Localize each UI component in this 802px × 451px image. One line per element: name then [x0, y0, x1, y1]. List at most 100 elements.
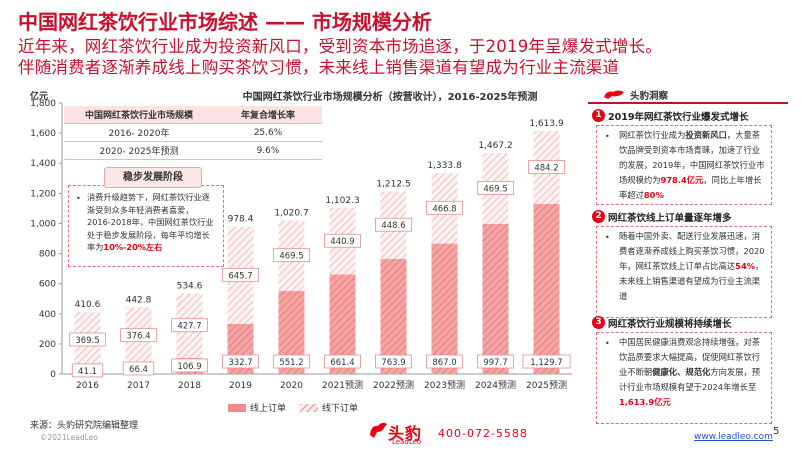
- x-tick-label: 2019: [229, 381, 252, 391]
- bullet-icon: •: [76, 194, 81, 203]
- offline-value-label: 369.5: [75, 336, 99, 346]
- online-value-label-box: [222, 354, 259, 369]
- growth-table-row: 2016- 2020年 25.6%: [64, 124, 322, 142]
- brand-name-en: LeadLeo: [392, 438, 422, 446]
- online-value-label-box: [426, 354, 463, 369]
- legend-swatch-online: [228, 403, 246, 412]
- x-tick-label: 2016: [76, 381, 99, 391]
- offline-value-label: 376.4: [126, 332, 150, 342]
- legend-label-online: 线上订单: [250, 404, 287, 414]
- x-tick-label: 2021预测: [322, 380, 363, 391]
- growth-rate: 9.6%: [256, 145, 280, 156]
- section-text: 网红茶饮行业成为: [619, 130, 686, 140]
- chart-legend: 线上订单 线下订单: [228, 401, 358, 414]
- section-number: 1: [592, 109, 605, 122]
- bullet-icon: •: [605, 233, 610, 242]
- offline-value-label: 484.2: [534, 163, 558, 173]
- growth-table-row: 2020- 2025年预测 9.6%: [64, 142, 322, 160]
- y-tick-label: 1,600: [30, 129, 56, 139]
- total-value-label: 442.8: [126, 295, 152, 305]
- online-value-label-box: [122, 361, 155, 376]
- growth-table-header-1: 中国网红茶饮行业市场规模: [84, 111, 193, 121]
- online-value-label-box: [71, 363, 104, 378]
- offline-value-label: 440.9: [330, 237, 354, 247]
- offline-value-label-box: [324, 233, 361, 248]
- section-text: 方向发展，预计行业市场规模有望于2024年增长至: [619, 367, 761, 392]
- source-note: 来源：头豹研究院编辑整理: [30, 421, 139, 431]
- x-tick-label: 2023预测: [424, 380, 465, 391]
- online-value-label: 763.9: [381, 358, 405, 368]
- offline-value-label-box: [120, 328, 157, 343]
- page-title: 中国网红茶饮行业市场综述 —— 市场规模分析: [18, 10, 432, 34]
- offline-value-label: 427.7: [177, 322, 201, 332]
- online-value-label-box: [273, 354, 310, 369]
- offline-value-label: 469.5: [483, 184, 507, 194]
- total-value-label: 534.6: [177, 282, 203, 292]
- offline-value-label-box: [222, 267, 259, 282]
- stage-highlight: 10%-20%左右: [103, 242, 163, 252]
- offline-value-label-box: [375, 217, 412, 232]
- brand-logo-icon: [370, 422, 387, 438]
- total-value-label: 1,613.9: [529, 119, 564, 129]
- section-body: • 随着中国外卖、配送行业发展迅速，消费者逐渐养成线上购买茶饮习惯，2020年，…: [596, 226, 772, 318]
- leopard-logo-icon: [604, 90, 624, 99]
- section-body: • 网红茶饮行业成为投资新风口，大量茶饮品牌受到资本市场青睐，加速了行业的发展，…: [596, 125, 772, 205]
- offline-value-label-box: [273, 248, 310, 263]
- stage-text: 消费升级趋势下，网红茶饮行业逐渐受到众多年轻消费者喜爱，2016-2018年，中…: [87, 192, 214, 252]
- copyright: ©2021LeadLeo: [40, 433, 98, 442]
- bullet-icon: •: [605, 339, 610, 348]
- total-value-label: 1,333.8: [427, 161, 462, 171]
- section-text: 中国居民健康消费观念持续增强，对茶饮品质要求大幅提高，促使网红茶饮行业不断朝: [619, 337, 761, 377]
- section-title: 2019年网红茶饮行业爆发式增长: [608, 112, 749, 123]
- growth-period: 2020- 2025年预测: [99, 147, 179, 157]
- y-tick-label: 1,400: [30, 159, 56, 169]
- online-value-label-box: [171, 358, 208, 373]
- online-value-label: 997.7: [483, 358, 507, 368]
- section-body: • 中国居民健康消费观念持续增强，对茶饮品质要求大幅提高，促使网红茶饮行业不断朝…: [596, 332, 772, 424]
- page-number: 5: [773, 426, 780, 437]
- total-value-label: 1,020.7: [274, 208, 308, 218]
- section-number: 3: [592, 316, 605, 329]
- online-value-label: 661.4: [330, 358, 354, 368]
- offline-value-label-box: [171, 318, 208, 333]
- offline-value-label-box: [528, 160, 565, 174]
- section-highlight: 80%: [643, 190, 664, 200]
- section-text: ，未来线上销售渠道有望成为行业主流渠道: [619, 261, 764, 301]
- x-tick-label: 2022预测: [373, 380, 414, 391]
- online-value-label: 106.9: [177, 362, 201, 372]
- offline-value-label-box: [69, 332, 106, 347]
- online-value-label-box: [477, 354, 514, 369]
- y-tick-label: 1,800: [30, 99, 56, 109]
- total-value-label: 1,102.3: [325, 196, 359, 206]
- growth-table-header: 中国网红茶饮行业市场规模 年复合增长率: [64, 106, 322, 124]
- legend-label-offline: 线下订单: [322, 404, 359, 414]
- online-value-label: 66.4: [129, 365, 148, 375]
- section-highlight: 1,613.9亿元: [619, 397, 671, 407]
- offline-value-label: 645.7: [228, 271, 252, 281]
- online-value-label: 1,129.7: [530, 358, 562, 368]
- y-tick-label: 0: [50, 370, 56, 380]
- website-link[interactable]: www.leadleo.com: [694, 432, 773, 442]
- chart-title: 中国网红茶饮行业市场规模分析（按营收计），2016-2025年预测: [242, 92, 538, 103]
- offline-value-label-box: [477, 181, 514, 195]
- insight-header-bar: [588, 86, 788, 104]
- y-tick-label: 600: [39, 280, 56, 290]
- bullet-icon: •: [605, 132, 610, 141]
- growth-table-header-2: 年复合增长率: [240, 111, 295, 121]
- online-value-label: 41.1: [78, 367, 97, 377]
- stage-label: 稳步发展阶段: [104, 167, 202, 188]
- online-value-label: 867.0: [432, 358, 456, 368]
- section-highlight: 54%: [735, 261, 756, 271]
- growth-period: 2016- 2020年: [108, 129, 170, 139]
- bar-online-fill: [533, 203, 560, 374]
- section-highlight: 978.4亿元: [660, 175, 704, 185]
- subtitle-line-1: 近年来，网红茶饮行业成为投资新风口，受到资本市场追逐，于2019年呈爆发式增长。: [18, 37, 662, 56]
- y-tick-label: 1,200: [30, 189, 56, 199]
- section-text: ，同比上年增长率超过: [619, 175, 762, 200]
- section-title: 网红茶饮行业规模将持续增长: [608, 319, 732, 330]
- section-number: 2: [592, 210, 605, 223]
- offline-value-label: 469.5: [279, 252, 303, 262]
- y-tick-label: 800: [39, 250, 56, 260]
- online-value-label-box: [324, 354, 361, 369]
- y-tick-label: 1,000: [30, 219, 56, 229]
